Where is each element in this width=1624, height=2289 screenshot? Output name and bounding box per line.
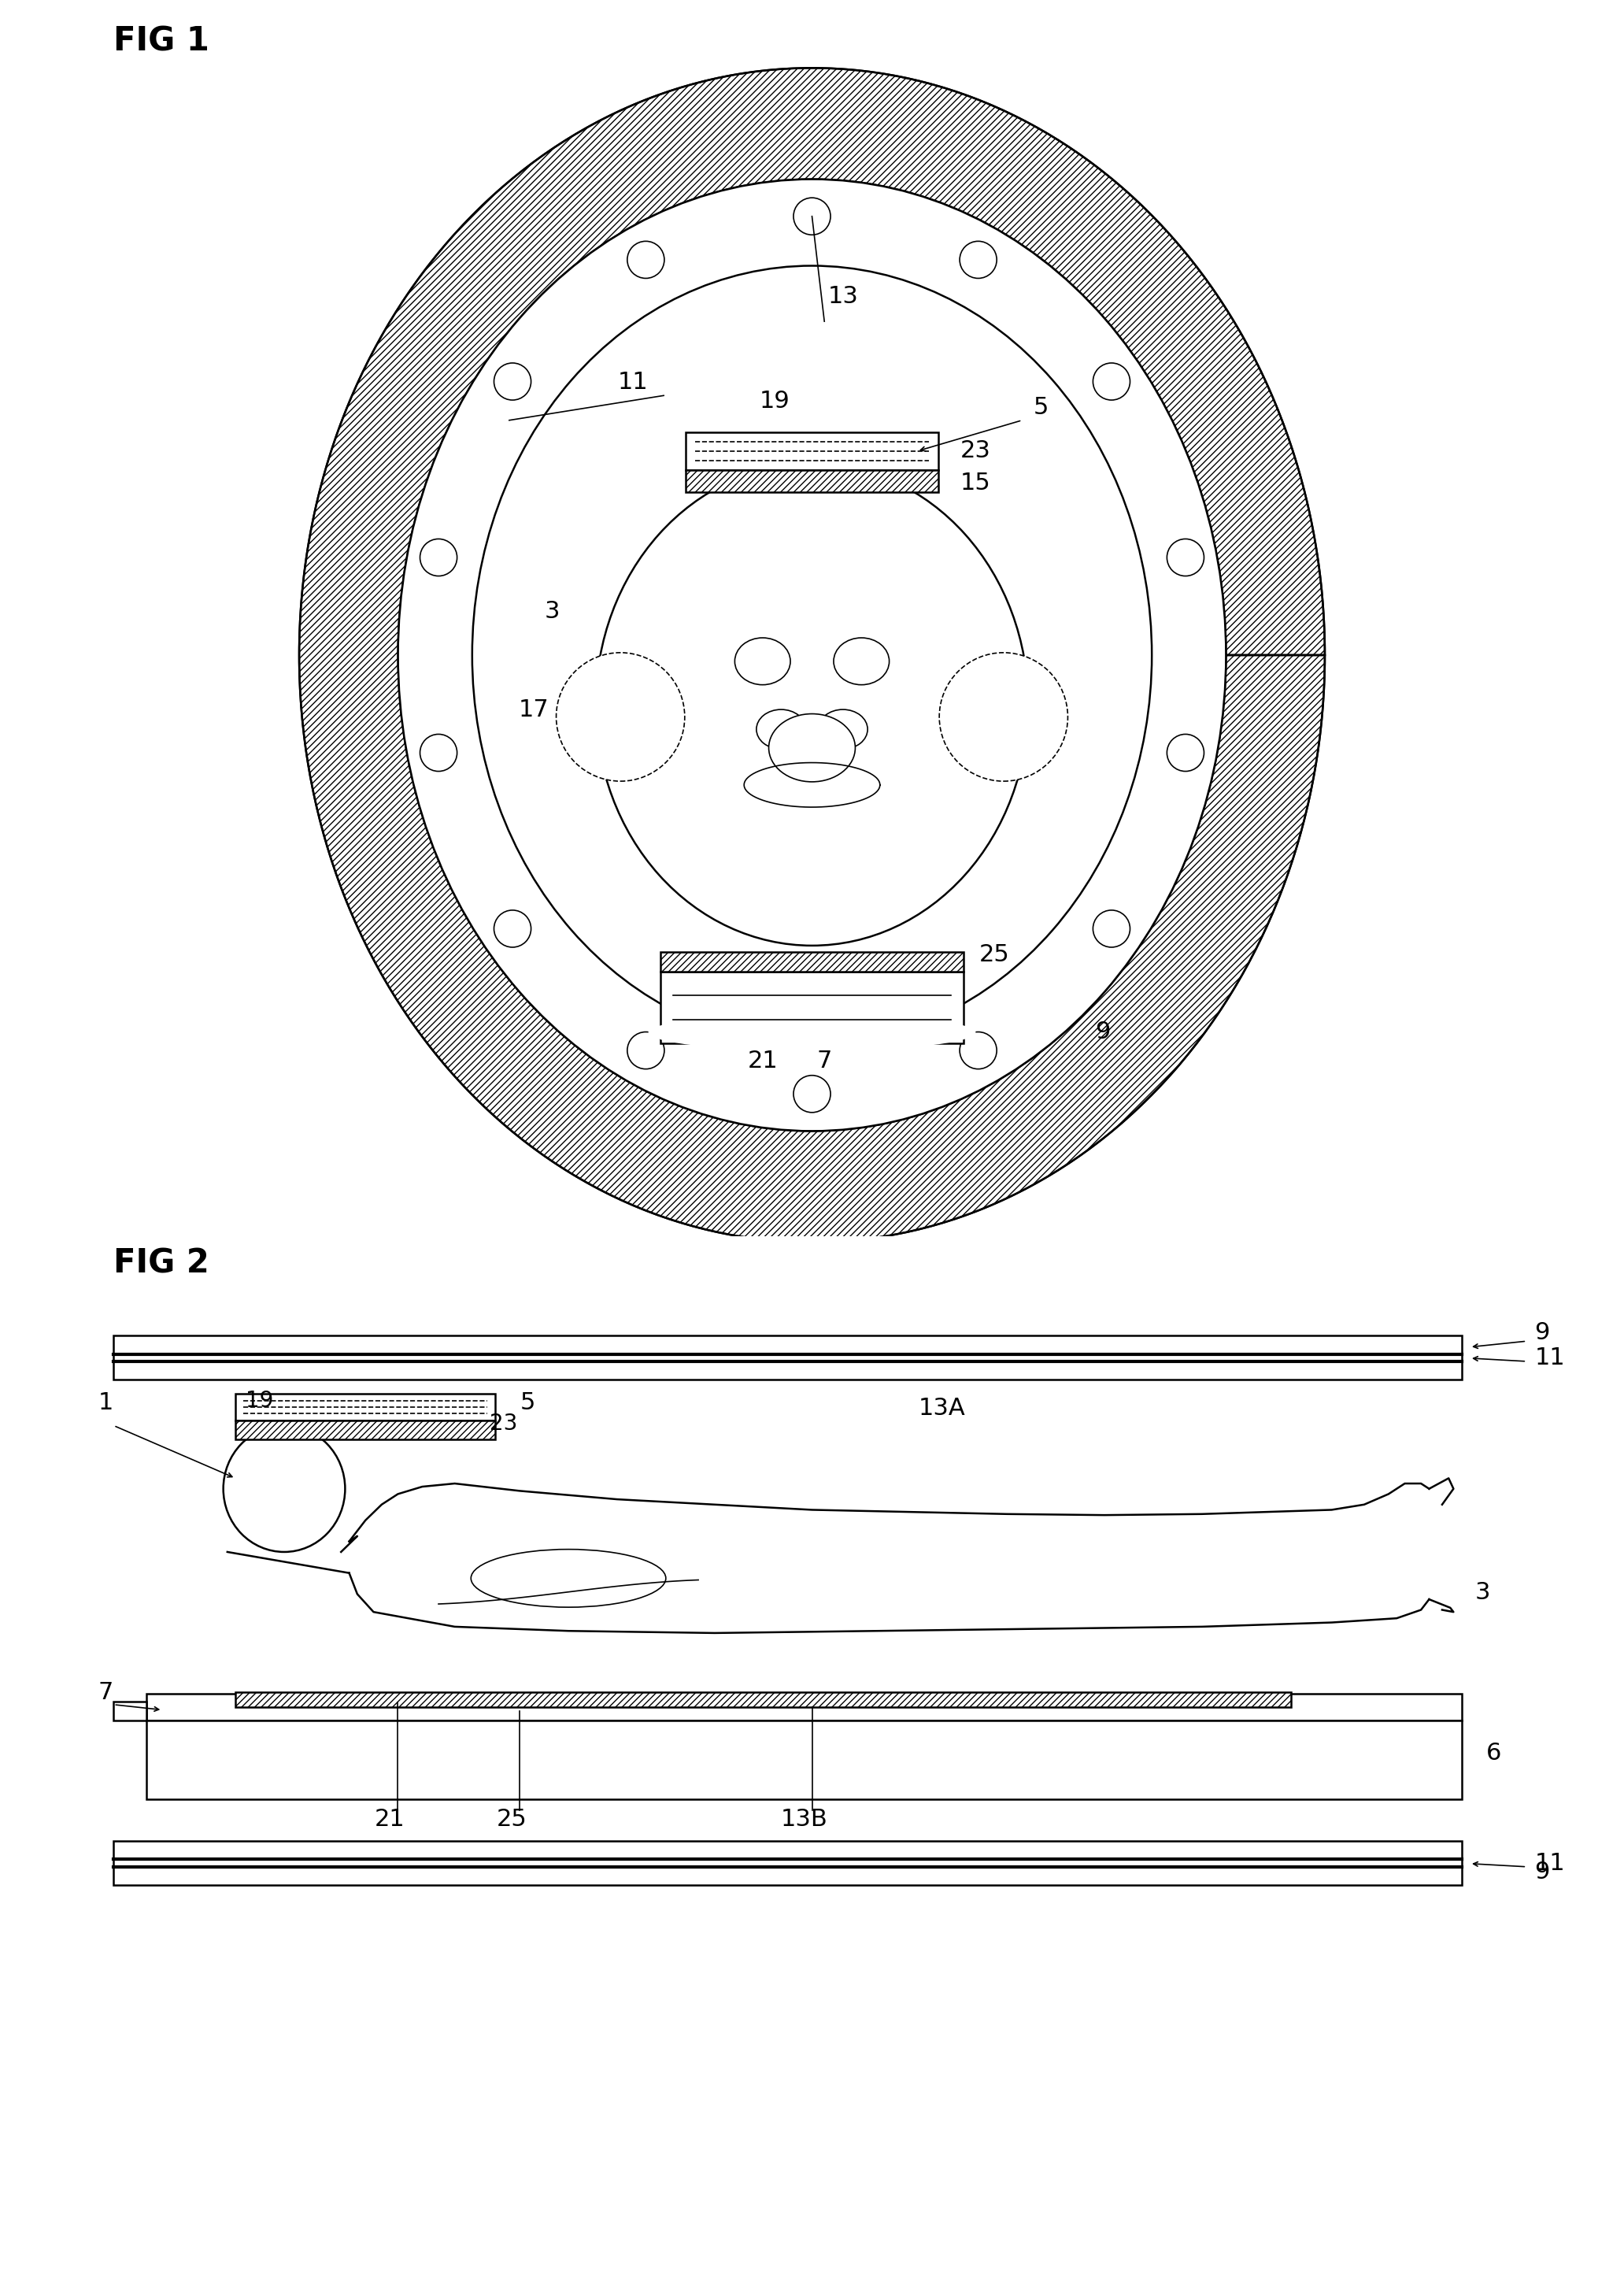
Text: 21: 21 (375, 1808, 404, 1831)
Bar (661, 971, 963, 1044)
Bar (235, 1394, 495, 1419)
Text: 25: 25 (497, 1808, 526, 1831)
Circle shape (1168, 538, 1203, 577)
Bar (235, 1419, 495, 1440)
Text: 9: 9 (1535, 1321, 1549, 1344)
Text: FIG 2: FIG 2 (114, 1248, 209, 1280)
Text: 7: 7 (97, 1680, 114, 1703)
Text: FIG 1: FIG 1 (114, 25, 209, 57)
Circle shape (794, 1076, 830, 1112)
Circle shape (939, 652, 1069, 781)
Circle shape (494, 364, 531, 401)
Text: 9: 9 (1535, 1861, 1549, 1884)
Ellipse shape (473, 266, 1151, 1044)
Text: 11: 11 (1535, 1346, 1566, 1369)
Ellipse shape (471, 1550, 666, 1607)
Text: 7: 7 (817, 1051, 831, 1074)
Circle shape (494, 911, 531, 948)
Ellipse shape (596, 462, 1028, 945)
Text: 11: 11 (1535, 1852, 1566, 1875)
Text: 13B: 13B (781, 1808, 827, 1831)
Bar (685, 469, 939, 492)
Text: 3: 3 (544, 600, 560, 623)
Ellipse shape (398, 179, 1226, 1131)
Bar (235, 1692, 1291, 1708)
Text: 9: 9 (1095, 1021, 1111, 1044)
Text: 3: 3 (1475, 1582, 1489, 1605)
Circle shape (1093, 364, 1130, 401)
Bar (114, 1334, 1462, 1380)
Bar (661, 952, 963, 971)
Text: 1: 1 (97, 1392, 114, 1415)
Circle shape (794, 197, 830, 236)
Text: 1: 1 (854, 433, 869, 456)
Circle shape (960, 240, 997, 279)
Text: 15: 15 (960, 472, 991, 494)
Text: 13A: 13A (919, 1396, 965, 1419)
Text: 13: 13 (828, 284, 857, 307)
Circle shape (421, 538, 456, 577)
Ellipse shape (222, 1426, 346, 1552)
Ellipse shape (757, 710, 806, 749)
Text: 19: 19 (245, 1389, 274, 1412)
Text: 17: 17 (518, 698, 549, 721)
Circle shape (1168, 735, 1203, 771)
Ellipse shape (734, 639, 791, 684)
Bar (685, 433, 939, 469)
Ellipse shape (818, 710, 867, 749)
Ellipse shape (833, 639, 890, 684)
Text: 6: 6 (1486, 1742, 1501, 1765)
Ellipse shape (648, 1014, 976, 1051)
Circle shape (1093, 911, 1130, 948)
Circle shape (421, 735, 456, 771)
Ellipse shape (768, 714, 856, 783)
Text: 25: 25 (979, 943, 1010, 966)
Bar (146, 1721, 1462, 1799)
Bar (146, 1694, 1462, 1721)
Text: 19: 19 (760, 389, 791, 412)
Circle shape (960, 1032, 997, 1069)
Circle shape (627, 240, 664, 279)
Circle shape (627, 1032, 664, 1069)
Bar (114, 1701, 146, 1721)
Circle shape (555, 652, 685, 781)
Text: 23: 23 (489, 1412, 518, 1435)
Text: 5: 5 (520, 1392, 536, 1415)
Text: 11: 11 (617, 371, 648, 394)
Text: 5: 5 (1033, 396, 1047, 419)
Text: 21: 21 (747, 1051, 778, 1074)
Polygon shape (299, 69, 1325, 1243)
Text: 23: 23 (960, 439, 991, 462)
Bar (114, 1840, 1462, 1884)
